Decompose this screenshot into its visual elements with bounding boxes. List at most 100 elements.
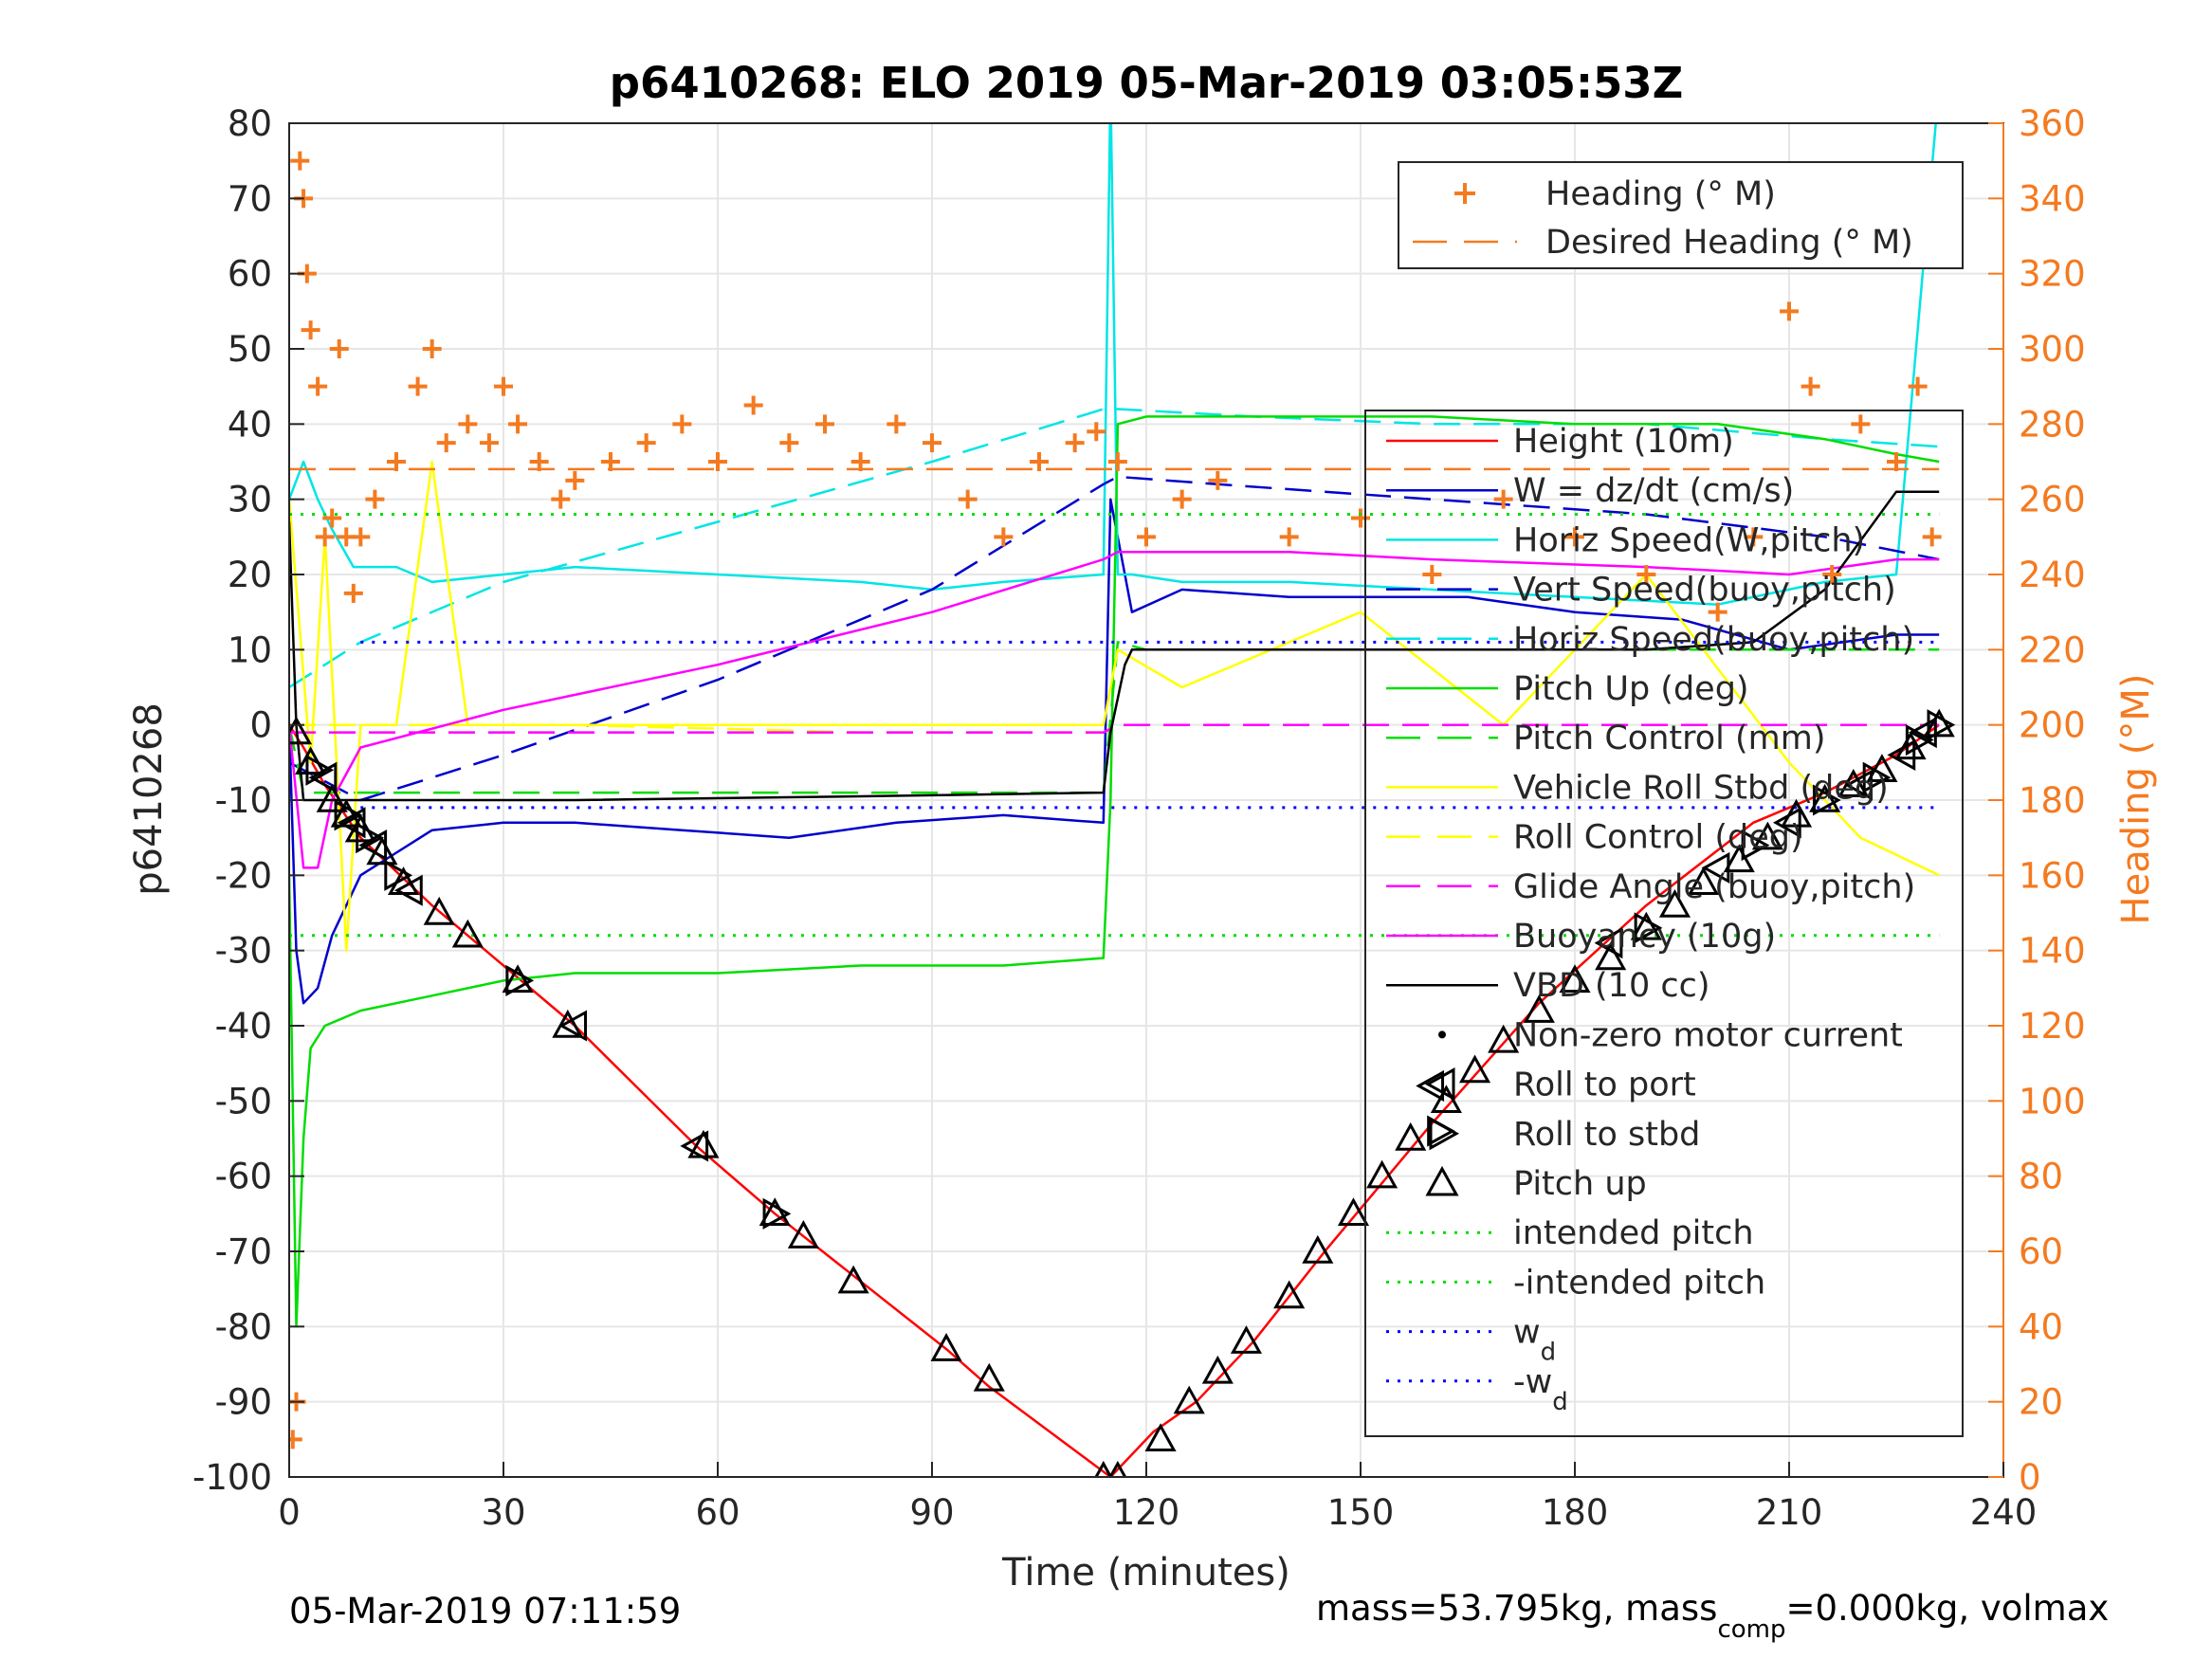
y2-tick-label-0: 360	[2019, 103, 2086, 144]
y-tick-label-10: -20	[215, 855, 272, 896]
pitch-up-marker	[1273, 1280, 1306, 1309]
y2-tick-label-15: 60	[2019, 1231, 2063, 1272]
pitch-up-marker	[1173, 1385, 1205, 1414]
y2-tick-label-10: 160	[2019, 855, 2086, 896]
y-tick-label-14: -60	[215, 1157, 272, 1197]
heading-point	[779, 433, 799, 453]
legend-entry-main-15: Pitch up	[1513, 1165, 1647, 1203]
roll-to-stbd-marker	[1741, 830, 1770, 862]
y2-tick-label-18: 0	[2019, 1457, 2041, 1498]
y2-tick-label-11: 140	[2019, 931, 2086, 972]
y-tick-label-11: -30	[215, 931, 272, 972]
pitch-up-marker	[1395, 1121, 1427, 1151]
heading-point	[387, 452, 406, 471]
legend-heading: Heading (° M) Desired Heading (° M)	[1398, 161, 1964, 269]
legend-entry-main-7: Vehicle Roll Stbd (deg)	[1513, 769, 1889, 807]
legend-entry-main-9: Glide Angle (buoy,pitch)	[1513, 868, 1915, 906]
roll-to-stbd-marker	[1862, 761, 1892, 793]
legend-main: Height (10m) W = dz/dt (cm/s) Horiz Speed(…	[1364, 410, 1964, 1437]
heading-point	[1922, 527, 1942, 547]
heading-point	[958, 489, 978, 509]
series-line-10	[289, 550, 1940, 869]
series-line-2	[289, 123, 1937, 606]
footer-mass: mass=53.795kg, masscomp=0.000kg, volmax	[1316, 1588, 2109, 1644]
y-tick-label-12: -40	[215, 1006, 272, 1047]
heading-point	[923, 433, 941, 453]
y2-tick-label-12: 120	[2019, 1006, 2086, 1047]
heading-point	[1493, 489, 1513, 509]
y2-tick-label-17: 20	[2019, 1382, 2063, 1423]
pitch-up-marker	[1458, 1054, 1491, 1084]
x-tick-label-2: 60	[695, 1492, 740, 1533]
heading-point	[479, 433, 499, 453]
heading-point	[1708, 602, 1728, 622]
pitch-up-marker	[1809, 783, 1841, 812]
heading-point	[422, 339, 442, 358]
y2-tick-label-3: 300	[2019, 329, 2086, 370]
pitch-up-marker	[451, 919, 484, 948]
heading-point	[1087, 422, 1106, 442]
pitch-up-marker	[1488, 1024, 1520, 1053]
series-line-4	[289, 408, 1940, 689]
y2-tick-label-16: 40	[2019, 1306, 2063, 1347]
y-tick-label-5: 30	[228, 480, 272, 520]
heading-point	[743, 395, 763, 415]
legend-entry-sub-main-19: d	[1552, 1388, 1568, 1416]
y-tick-label-15: -70	[215, 1231, 272, 1272]
heading-point	[343, 583, 363, 603]
y2-tick-label-1: 340	[2019, 178, 2086, 219]
heading-point	[289, 1430, 302, 1449]
legend-entry-top-0: Heading (° M)	[1545, 175, 1776, 213]
legend-sample-main-14	[1429, 1117, 1460, 1151]
heading-point	[1744, 527, 1764, 547]
roll-to-port-marker	[337, 807, 366, 839]
legend-entry-main-17: -intended pitch	[1513, 1264, 1765, 1302]
y-tick-label-8: 0	[249, 705, 272, 746]
heading-point	[315, 527, 335, 547]
heading-point	[887, 414, 906, 434]
pitch-up-marker	[1923, 708, 1955, 738]
x-tick-label-7: 210	[1756, 1492, 1823, 1533]
footer-mass-sub: comp	[1717, 1615, 1785, 1644]
y-tick-label-13: -50	[215, 1081, 272, 1121]
legend-sample-main-15	[1425, 1165, 1459, 1196]
heading-point	[1279, 527, 1299, 547]
x-tick-label-8: 240	[1970, 1492, 2038, 1533]
series-line-11	[289, 490, 1940, 802]
series-heading-markers	[289, 151, 1942, 1449]
y-tick-label-4: 40	[228, 404, 272, 445]
pitch-up-marker	[1751, 821, 1783, 850]
pitch-up-marker	[1688, 866, 1720, 895]
x-tick-label-6: 180	[1542, 1492, 1609, 1533]
heading-point	[1801, 376, 1820, 396]
heading-point	[551, 489, 571, 509]
roll-to-stbd-marker	[1905, 723, 1934, 757]
y2-axis-label: Heading (°M)	[2114, 674, 2158, 925]
legend-main-box	[1364, 410, 1964, 1437]
legend-entry-main-2: Horiz Speed(W,pitch)	[1513, 521, 1865, 559]
heading-point	[329, 339, 349, 358]
footer-mass-post: =0.000kg, volmax	[1786, 1588, 2110, 1629]
y2-tick-label-6: 240	[2019, 555, 2086, 595]
x-axis-label: Time (minutes)	[1001, 1551, 1290, 1595]
pitch-up-marker	[1366, 1159, 1398, 1189]
roll-to-port-marker	[1909, 717, 1937, 749]
roll-to-port-marker	[1772, 807, 1801, 839]
heading-point	[994, 527, 1014, 547]
pitch-up-marker	[1230, 1325, 1263, 1354]
y-tick-label-3: 50	[228, 329, 272, 370]
roll-to-port-marker	[558, 1010, 588, 1042]
series-line-3	[289, 475, 1940, 802]
y-axis-ticks: 80 70 60 50 40 30 20 10 0 -10 -20 -30 -40 -50 -60 -70 -8…	[192, 103, 304, 1498]
heading-point	[1636, 565, 1656, 584]
pitch-up-marker	[1630, 911, 1662, 940]
y-tick-label-2: 60	[228, 254, 272, 295]
heading-point	[365, 489, 385, 509]
x-tick-label-4: 120	[1113, 1492, 1180, 1533]
series-line-5	[289, 415, 1940, 1328]
y2-tick-label-8: 200	[2019, 705, 2086, 746]
legend-entry-main-0: Height (10m)	[1513, 423, 1734, 461]
roll-to-port-marker	[1887, 738, 1916, 771]
y-tick-label-18: -100	[192, 1457, 272, 1498]
